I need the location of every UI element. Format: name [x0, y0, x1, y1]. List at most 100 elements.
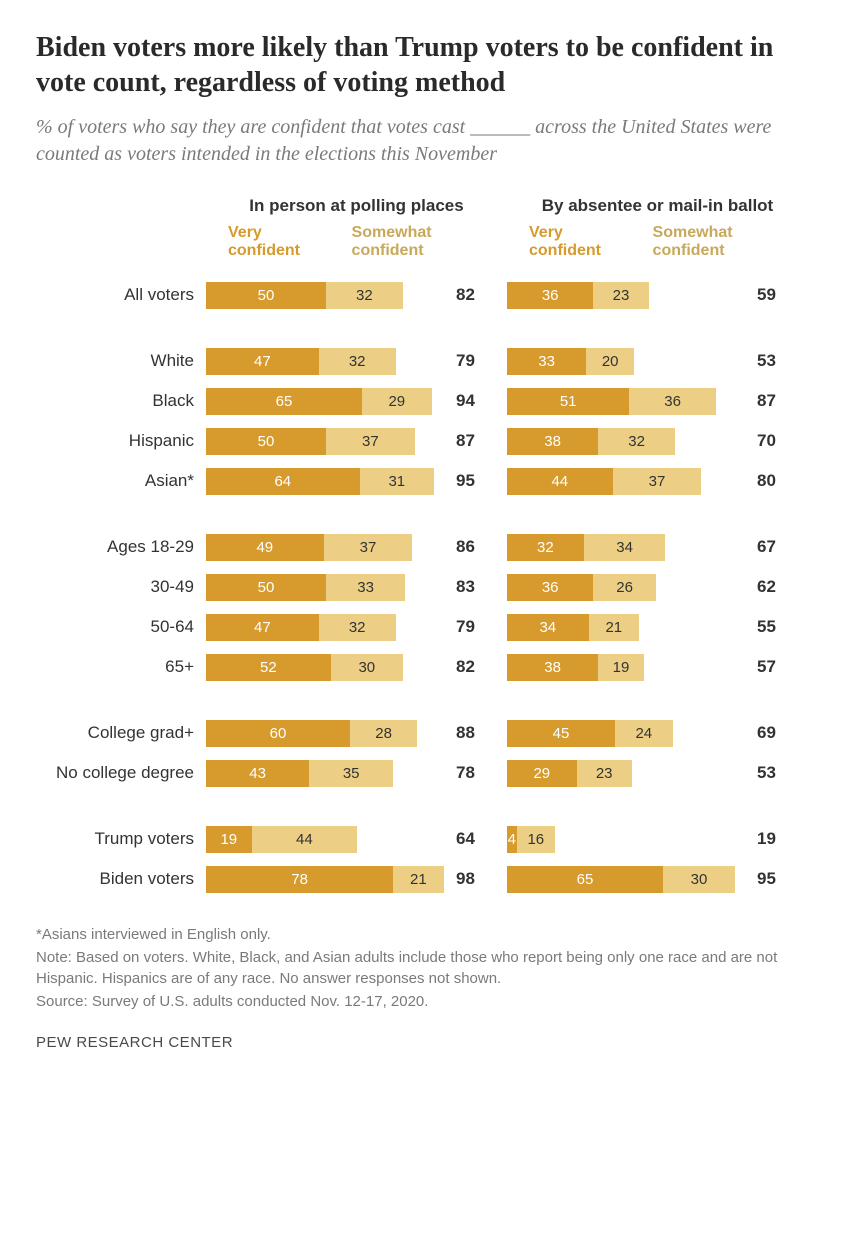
segment-somewhat: 26 — [593, 574, 655, 601]
bar-cell-mail: 443780 — [507, 468, 808, 495]
segment-very: 47 — [206, 348, 319, 375]
bar-cell-inperson: 4732 79 — [206, 348, 507, 375]
total-value: 88 — [456, 723, 475, 743]
segment-very: 50 — [206, 428, 326, 455]
total-value: 53 — [757, 763, 776, 783]
legend-row: Very confident Somewhat confident Very c… — [36, 224, 808, 261]
segment-somewhat: 37 — [326, 428, 415, 455]
row-label: Ages 18-29 — [36, 537, 206, 557]
bar-cell-mail: 653095 — [507, 866, 808, 893]
segment-somewhat: 35 — [309, 760, 393, 787]
segment-somewhat: 20 — [586, 348, 634, 375]
segment-somewhat: 19 — [598, 654, 644, 681]
segment-very: 65 — [507, 866, 663, 893]
total-value: 83 — [456, 577, 475, 597]
segment-somewhat: 16 — [517, 826, 555, 853]
bar-cell-inperson: 523082 — [206, 654, 507, 681]
total-value: 79 — [456, 351, 475, 371]
bar-cell-inperson: 503282 — [206, 282, 507, 309]
total-value: 98 — [456, 869, 475, 889]
brand: PEW RESEARCH CENTER — [36, 1034, 808, 1051]
total-value: 70 — [757, 431, 776, 451]
segment-very: 19 — [206, 826, 252, 853]
data-row: Black652994513687 — [36, 385, 808, 418]
total-value: 69 — [757, 723, 776, 743]
legend-somewhat-inperson: Somewhat confident — [338, 224, 507, 261]
total-value: 87 — [456, 431, 475, 451]
bar-cell-mail: 3421 55 — [507, 614, 808, 641]
row-label: 65+ — [36, 657, 206, 677]
total-value: 82 — [456, 285, 475, 305]
segment-somewhat: 23 — [593, 282, 648, 309]
segment-somewhat: 32 — [319, 348, 396, 375]
row-label: College grad+ — [36, 723, 206, 743]
bar-cell-inperson: 4335 78 — [206, 760, 507, 787]
data-row: Biden voters782198653095 — [36, 863, 808, 896]
bar-cell-mail: 323467 — [507, 534, 808, 561]
segment-very: 44 — [507, 468, 613, 495]
segment-very: 33 — [507, 348, 586, 375]
segment-somewhat: 30 — [331, 654, 403, 681]
total-value: 87 — [757, 391, 776, 411]
total-value: 62 — [757, 577, 776, 597]
segment-somewhat: 34 — [584, 534, 666, 561]
segment-very: 65 — [206, 388, 362, 415]
segment-very: 49 — [206, 534, 324, 561]
bar-cell-inperson: 493786 — [206, 534, 507, 561]
bar-cell-mail: 362662 — [507, 574, 808, 601]
chart-subtitle: % of voters who say they are confident t… — [36, 114, 808, 168]
row-label: All voters — [36, 285, 206, 305]
segment-very: 43 — [206, 760, 309, 787]
segment-somewhat: 21 — [393, 866, 443, 893]
segment-somewhat: 21 — [589, 614, 639, 641]
total-value: 57 — [757, 657, 776, 677]
segment-very: 34 — [507, 614, 589, 641]
footnote-line: Note: Based on voters. White, Black, and… — [36, 947, 808, 989]
segment-very: 50 — [206, 574, 326, 601]
total-value: 64 — [456, 829, 475, 849]
chart-body: In person at polling places By absentee … — [36, 196, 808, 896]
row-label: Biden voters — [36, 869, 206, 889]
segment-somewhat: 30 — [663, 866, 735, 893]
data-row: All voters503282362359 — [36, 279, 808, 312]
segment-very: 38 — [507, 428, 598, 455]
footnote-line: *Asians interviewed in English only. — [36, 924, 808, 945]
row-label: Black — [36, 391, 206, 411]
data-row: 30-49503383362662 — [36, 571, 808, 604]
bar-cell-inperson: 1944 64 — [206, 826, 507, 853]
total-value: 59 — [757, 285, 776, 305]
segment-somewhat: 44 — [252, 826, 358, 853]
segment-somewhat: 28 — [350, 720, 417, 747]
row-label: 50-64 — [36, 617, 206, 637]
bar-cell-inperson: 782198 — [206, 866, 507, 893]
segment-somewhat: 36 — [629, 388, 715, 415]
total-value: 94 — [456, 391, 475, 411]
segment-somewhat: 32 — [326, 282, 403, 309]
total-value: 80 — [757, 471, 776, 491]
total-value: 79 — [456, 617, 475, 637]
legend-very-inperson: Very confident — [206, 224, 338, 261]
column-header-mail: By absentee or mail-in ballot — [507, 196, 808, 216]
bar-cell-mail: 452469 — [507, 720, 808, 747]
data-rows: All voters503282362359White473279332053B… — [36, 279, 808, 896]
footnote-line: Source: Survey of U.S. adults conducted … — [36, 991, 808, 1012]
bar-cell-mail: 513687 — [507, 388, 808, 415]
total-value: 82 — [456, 657, 475, 677]
bar-cell-inperson: 503383 — [206, 574, 507, 601]
data-row: 65+523082381957 — [36, 651, 808, 684]
segment-very: 47 — [206, 614, 319, 641]
segment-very: 29 — [507, 760, 577, 787]
data-row: White473279332053 — [36, 345, 808, 378]
row-label: No college degree — [36, 763, 206, 783]
footnotes: *Asians interviewed in English only.Note… — [36, 924, 808, 1012]
segment-somewhat: 32 — [598, 428, 675, 455]
data-row: No college degree433578292353 — [36, 757, 808, 790]
legend-very-mail: Very confident — [507, 224, 639, 261]
segment-somewhat: 31 — [360, 468, 434, 495]
total-value: 78 — [456, 763, 475, 783]
total-value: 55 — [757, 617, 776, 637]
row-label: Trump voters — [36, 829, 206, 849]
row-label: White — [36, 351, 206, 371]
segment-somewhat: 29 — [362, 388, 432, 415]
total-value: 95 — [456, 471, 475, 491]
